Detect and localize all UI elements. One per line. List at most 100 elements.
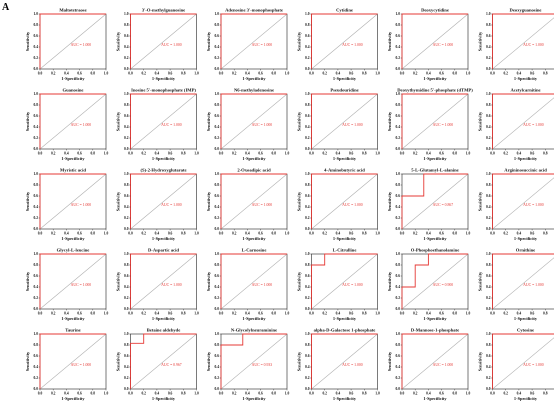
y-tick-label: 1.0 [305,172,310,176]
roc-panel: Adenosine 3'-monophosphate AUC = 1.000 0.0… [206,8,289,82]
y-tick-label: 0.0 [396,67,401,71]
y-tick-label: 0.0 [215,227,220,231]
x-tick-label: 0.2 [413,311,418,315]
x-tick-label: 0.4 [426,71,431,75]
x-tick-label: 0.2 [503,151,508,155]
x-tick-label: 0.0 [128,71,133,75]
x-tick-label: 0.0 [400,151,405,155]
reference-diagonal [39,253,107,310]
x-tick-label: 0.8 [543,151,548,155]
reference-diagonal [401,333,469,390]
x-tick-label: 1.0 [285,71,290,75]
y-tick-label: 0.2 [486,296,491,300]
y-tick-label: 0.0 [124,387,129,391]
x-tick-label: 0.8 [272,71,277,75]
x-tick-label: 0.0 [38,231,43,235]
x-axis-label: 1-Specificity [242,156,266,161]
x-tick-label: 1.0 [104,71,109,75]
y-axis-label: Sensitivity [25,271,30,291]
x-tick-label: 1.0 [466,311,471,315]
roc-curve [492,13,554,69]
x-axis-label: 1-Specificity [333,316,357,321]
x-tick-label: 0.8 [362,71,367,75]
roc-panel: L-Citrulline AUC = 1.000 0.00.0 0.2 0.2 0.4 0.… [297,248,380,322]
panel-title: 2-Oxoadipic acid [237,168,271,173]
y-tick-label: 0.6 [305,114,310,118]
auc-label: AUC = 1.000 [161,43,182,47]
y-tick-label: 0.0 [215,67,220,71]
y-tick-label: 0.6 [305,34,310,38]
x-tick-label: 0.4 [245,391,250,395]
y-tick-label: 0.8 [486,183,491,187]
x-tick-label: 1.0 [194,71,199,75]
x-tick-label: 0.6 [168,71,173,75]
y-tick-label: 1.0 [486,172,491,176]
auc-label: AUC = 1.000 [161,123,182,127]
x-tick-label: 0.0 [128,151,133,155]
roc-panel: Inosine 5'-monophosphate (IMP) AUC = 1.00… [116,88,199,162]
y-axis-label: Sensitivity [25,351,30,371]
reference-diagonal [311,173,378,230]
x-tick-label: 0.2 [322,311,327,315]
x-tick-label: 0.4 [64,391,69,395]
y-tick-label: 0.2 [124,216,129,220]
y-tick-label: 0.6 [124,34,129,38]
y-tick-label: 0.4 [305,285,310,289]
y-tick-label: 1.0 [34,12,39,16]
x-tick-label: 0.0 [490,71,495,75]
x-tick-label: 0.2 [141,311,146,315]
reference-diagonal [401,253,469,310]
reference-diagonal [130,253,197,310]
panel-title: 4-Aminobutyric acid [324,168,365,173]
y-tick-label: 1.0 [124,332,129,336]
plot-frame [492,13,554,70]
y-tick-label: 0.0 [124,147,129,151]
panel-title: 5-L-Glutamyl-L-alanine [411,168,458,173]
y-tick-label: 0.6 [215,274,220,278]
y-tick-label: 0.0 [305,227,310,231]
panel-title: Betaine aldehyde [147,328,181,333]
auc-label: AUC = 1.000 [523,363,544,367]
x-tick-label: 0.6 [168,391,173,395]
auc-label: AUC = 1.000 [252,283,273,287]
x-axis-label: 1-Specificity [514,236,538,241]
y-tick-label: 0.6 [124,354,129,358]
auc-label: AUC = 1.000 [342,363,363,367]
x-tick-label: 0.6 [349,151,354,155]
roc-panel: Pseudouridine AUC = 1.000 0.00.0 0.2 0.2 0.4 0… [297,88,380,162]
y-tick-label: 0.4 [305,45,310,49]
y-tick-label: 1.0 [305,12,310,16]
auc-label: AUC = 1.000 [71,43,92,47]
x-tick-label: 0.8 [543,231,548,235]
x-axis-label: 1-Specificity [152,396,176,401]
y-tick-label: 0.0 [396,227,401,231]
x-axis-label: 1-Specificity [61,236,85,241]
y-tick-label: 0.6 [34,34,39,38]
x-tick-label: 1.0 [285,311,290,315]
x-tick-label: 0.4 [64,311,69,315]
reference-diagonal [220,173,288,230]
x-tick-label: 0.6 [168,231,173,235]
plot-frame [492,173,554,230]
x-tick-label: 0.2 [141,151,146,155]
y-tick-label: 0.8 [124,343,129,347]
y-tick-label: 0.2 [34,136,39,140]
x-tick-label: 0.6 [258,311,263,315]
x-tick-label: 0.4 [64,151,69,155]
panel-title: Cytosine [517,328,534,333]
panel-title: 3'-O-methylguanosine [142,8,185,13]
reference-diagonal [130,13,197,70]
x-tick-label: 0.4 [64,231,69,235]
panel-title: (S)-2-Hydroxyglutarate [140,168,186,173]
y-tick-label: 1.0 [396,92,401,96]
x-tick-label: 0.8 [272,391,277,395]
reference-diagonal [401,93,469,150]
panel-title: L-Citrulline [333,248,357,253]
y-tick-label: 0.8 [486,263,491,267]
roc-panel: Cytidine AUC = 1.000 0.00.0 0.2 0.2 0.4 0.4 0.6… [297,8,380,82]
x-axis-label: 1-Specificity [152,76,176,81]
y-tick-label: 0.4 [396,45,401,49]
x-axis-label: 1-Specificity [333,396,357,401]
roc-panel: 3'-O-methylguanosine AUC = 1.000 0.00.0 0.2… [116,8,199,82]
y-axis-label: Sensitivity [297,191,302,211]
